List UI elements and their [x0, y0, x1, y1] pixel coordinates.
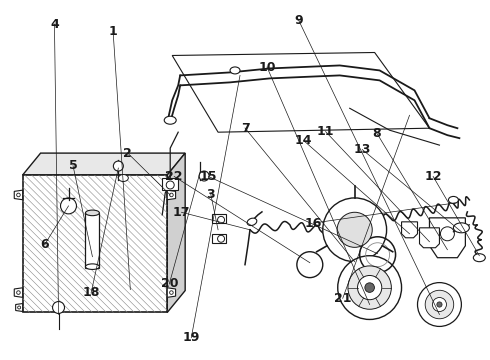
Bar: [212, 214, 226, 223]
Circle shape: [437, 302, 442, 307]
Text: 5: 5: [69, 159, 77, 172]
Circle shape: [61, 198, 76, 214]
Polygon shape: [401, 222, 417, 238]
Circle shape: [17, 291, 20, 294]
Ellipse shape: [164, 116, 176, 124]
Text: 8: 8: [372, 127, 381, 140]
Circle shape: [323, 198, 387, 262]
Text: 18: 18: [82, 287, 100, 300]
Ellipse shape: [473, 254, 485, 262]
Circle shape: [52, 302, 65, 314]
Circle shape: [433, 297, 446, 311]
Text: 4: 4: [50, 18, 59, 31]
Polygon shape: [16, 303, 23, 311]
Polygon shape: [14, 288, 23, 297]
Bar: [23, 175, 167, 312]
Text: 14: 14: [295, 134, 313, 147]
Circle shape: [218, 216, 224, 223]
Circle shape: [199, 171, 209, 181]
Text: 20: 20: [161, 278, 178, 291]
Polygon shape: [167, 153, 185, 312]
Text: 3: 3: [206, 188, 215, 201]
Text: 15: 15: [199, 170, 217, 183]
Circle shape: [417, 283, 462, 327]
Polygon shape: [14, 190, 23, 200]
Text: 17: 17: [173, 206, 190, 219]
Bar: [212, 234, 226, 243]
Polygon shape: [167, 190, 175, 200]
Circle shape: [218, 235, 224, 242]
Circle shape: [113, 161, 123, 171]
Text: 22: 22: [166, 170, 183, 183]
Ellipse shape: [453, 223, 469, 233]
Circle shape: [337, 212, 372, 247]
Ellipse shape: [247, 218, 257, 225]
Text: 19: 19: [183, 331, 200, 344]
Polygon shape: [429, 218, 466, 258]
Polygon shape: [23, 153, 185, 175]
Ellipse shape: [85, 264, 99, 269]
Bar: [162, 178, 178, 190]
Circle shape: [338, 256, 401, 319]
Circle shape: [166, 181, 174, 189]
Text: 7: 7: [241, 122, 249, 135]
Text: 1: 1: [109, 25, 118, 38]
Circle shape: [18, 306, 21, 309]
Circle shape: [170, 193, 173, 197]
Text: 9: 9: [294, 14, 303, 27]
Circle shape: [365, 283, 374, 292]
Circle shape: [348, 266, 392, 309]
Polygon shape: [419, 228, 440, 248]
Text: 13: 13: [354, 143, 371, 156]
Circle shape: [170, 291, 173, 294]
Circle shape: [358, 275, 382, 300]
Text: 11: 11: [317, 125, 334, 138]
Ellipse shape: [85, 210, 99, 216]
Ellipse shape: [448, 197, 458, 203]
Text: 2: 2: [123, 147, 132, 159]
Ellipse shape: [230, 67, 240, 74]
Bar: [85, 213, 99, 268]
Text: 16: 16: [305, 216, 322, 230]
Text: 21: 21: [334, 292, 351, 305]
Circle shape: [17, 193, 20, 197]
Text: 12: 12: [424, 170, 442, 183]
Text: 10: 10: [258, 60, 276, 73]
Text: 6: 6: [40, 238, 49, 251]
Ellipse shape: [119, 175, 128, 181]
Circle shape: [425, 290, 454, 319]
Polygon shape: [167, 288, 175, 297]
